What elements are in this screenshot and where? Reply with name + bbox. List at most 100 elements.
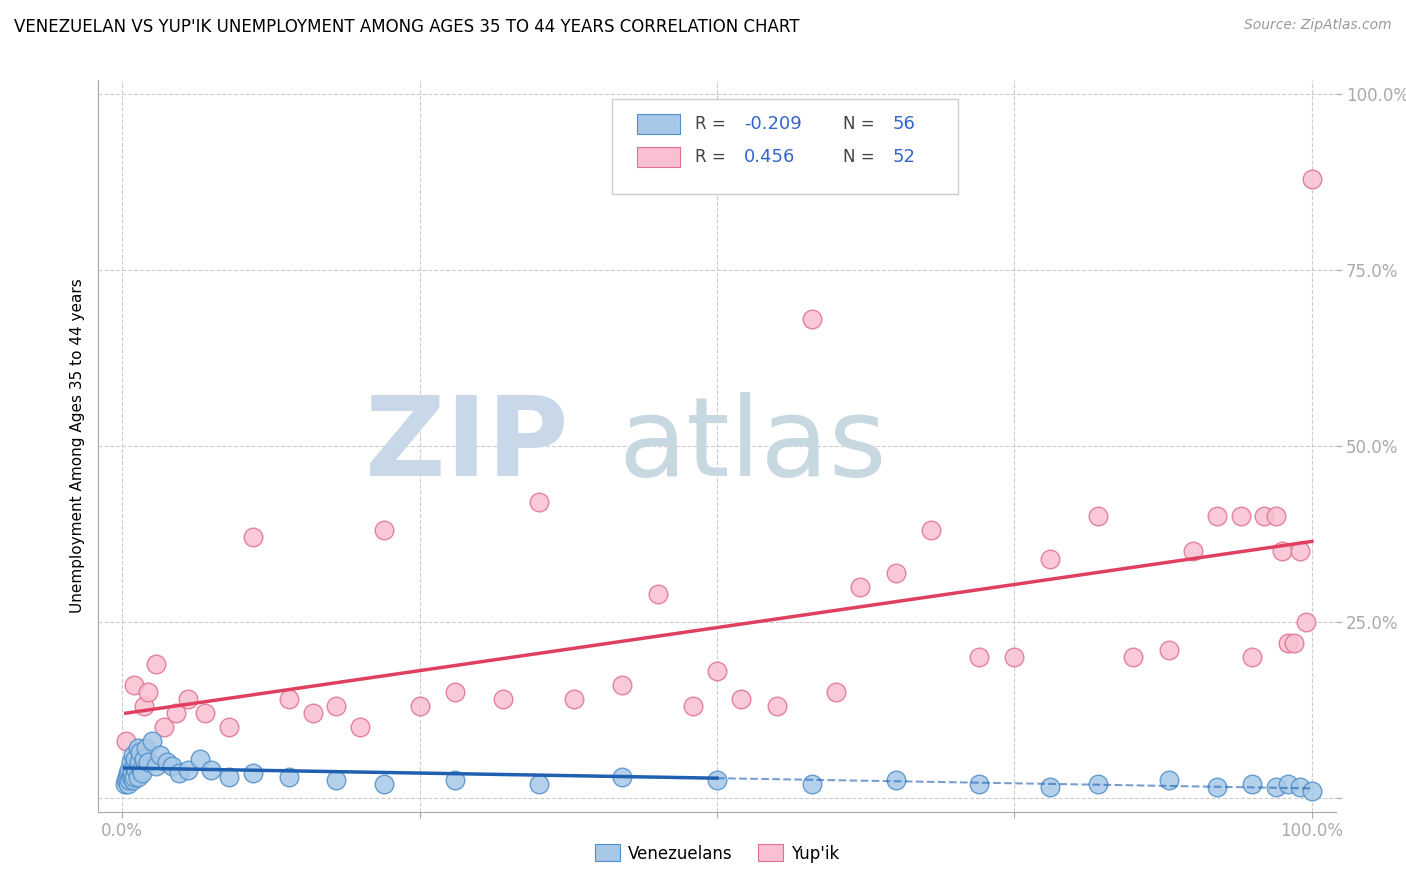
Point bbox=[121, 770, 143, 784]
Point bbox=[165, 706, 187, 721]
Point bbox=[1159, 643, 1181, 657]
Point bbox=[1265, 780, 1288, 794]
Point bbox=[373, 776, 395, 790]
Point bbox=[120, 756, 142, 770]
Text: atlas: atlas bbox=[619, 392, 887, 500]
Point bbox=[325, 699, 347, 714]
Point bbox=[132, 699, 155, 714]
Point bbox=[1004, 650, 1026, 665]
Point bbox=[145, 657, 167, 671]
Point bbox=[1181, 544, 1204, 558]
Point bbox=[277, 692, 299, 706]
Text: N =: N = bbox=[844, 115, 875, 133]
Text: R =: R = bbox=[695, 148, 725, 166]
Point bbox=[967, 650, 990, 665]
Point bbox=[610, 678, 633, 692]
Text: Source: ZipAtlas.com: Source: ZipAtlas.com bbox=[1244, 18, 1392, 32]
Point bbox=[145, 759, 167, 773]
Point bbox=[1277, 636, 1299, 650]
Point bbox=[647, 587, 669, 601]
Point bbox=[1205, 780, 1227, 794]
Text: 0.456: 0.456 bbox=[744, 148, 796, 166]
Bar bbox=[637, 147, 681, 168]
Point bbox=[610, 770, 633, 784]
Point bbox=[138, 685, 160, 699]
Point bbox=[849, 580, 872, 594]
Point bbox=[1289, 780, 1312, 794]
Point bbox=[562, 692, 585, 706]
Point bbox=[1289, 544, 1312, 558]
Point bbox=[118, 773, 141, 788]
Text: 56: 56 bbox=[893, 115, 915, 133]
Point bbox=[1271, 544, 1294, 558]
Text: N =: N = bbox=[844, 148, 875, 166]
Text: 52: 52 bbox=[893, 148, 915, 166]
Point bbox=[176, 692, 198, 706]
Point bbox=[1087, 776, 1109, 790]
Text: -0.209: -0.209 bbox=[744, 115, 801, 133]
Point bbox=[1265, 509, 1288, 524]
Point bbox=[301, 706, 323, 721]
Point bbox=[492, 692, 515, 706]
Point bbox=[1205, 509, 1227, 524]
Point bbox=[114, 734, 136, 748]
Text: ZIP: ZIP bbox=[366, 392, 568, 500]
Point bbox=[1253, 509, 1275, 524]
Point bbox=[131, 766, 153, 780]
Legend: Venezuelans, Yup'ik: Venezuelans, Yup'ik bbox=[588, 838, 846, 869]
Bar bbox=[637, 114, 681, 135]
Point bbox=[682, 699, 704, 714]
Point bbox=[125, 763, 148, 777]
Point bbox=[444, 773, 467, 788]
Point bbox=[169, 766, 191, 780]
Point bbox=[122, 759, 145, 773]
Point bbox=[1282, 636, 1305, 650]
Point bbox=[1301, 171, 1323, 186]
Point bbox=[1159, 773, 1181, 788]
Point bbox=[129, 763, 152, 777]
Point bbox=[1087, 509, 1109, 524]
Point bbox=[200, 763, 222, 777]
Point bbox=[117, 776, 139, 790]
Point bbox=[1122, 650, 1144, 665]
Point bbox=[128, 756, 150, 770]
Point bbox=[325, 773, 347, 788]
Point bbox=[884, 773, 907, 788]
Point bbox=[825, 685, 848, 699]
Point bbox=[349, 720, 371, 734]
Point bbox=[218, 770, 240, 784]
Point bbox=[1241, 650, 1264, 665]
Point bbox=[1229, 509, 1251, 524]
Point bbox=[117, 766, 139, 780]
Point bbox=[920, 524, 942, 538]
Point bbox=[132, 752, 155, 766]
Point bbox=[1301, 783, 1323, 797]
Point bbox=[706, 773, 728, 788]
Point bbox=[156, 756, 179, 770]
Point bbox=[122, 770, 145, 784]
Point bbox=[121, 766, 143, 780]
Point bbox=[242, 766, 264, 780]
Point bbox=[153, 720, 176, 734]
Point bbox=[242, 530, 264, 544]
Point bbox=[114, 773, 136, 788]
Point bbox=[277, 770, 299, 784]
Point bbox=[1295, 615, 1317, 629]
Point bbox=[141, 734, 163, 748]
Point bbox=[527, 776, 550, 790]
Point bbox=[121, 763, 143, 777]
Point bbox=[373, 524, 395, 538]
Point bbox=[884, 566, 907, 580]
Point bbox=[801, 776, 824, 790]
Point bbox=[706, 664, 728, 678]
Point bbox=[129, 745, 152, 759]
Point bbox=[527, 495, 550, 509]
Point bbox=[122, 678, 145, 692]
Point bbox=[135, 741, 157, 756]
Point bbox=[118, 763, 141, 777]
Point bbox=[127, 741, 149, 756]
Point bbox=[149, 748, 172, 763]
Point bbox=[120, 770, 142, 784]
Point bbox=[408, 699, 430, 714]
Point bbox=[129, 748, 152, 763]
